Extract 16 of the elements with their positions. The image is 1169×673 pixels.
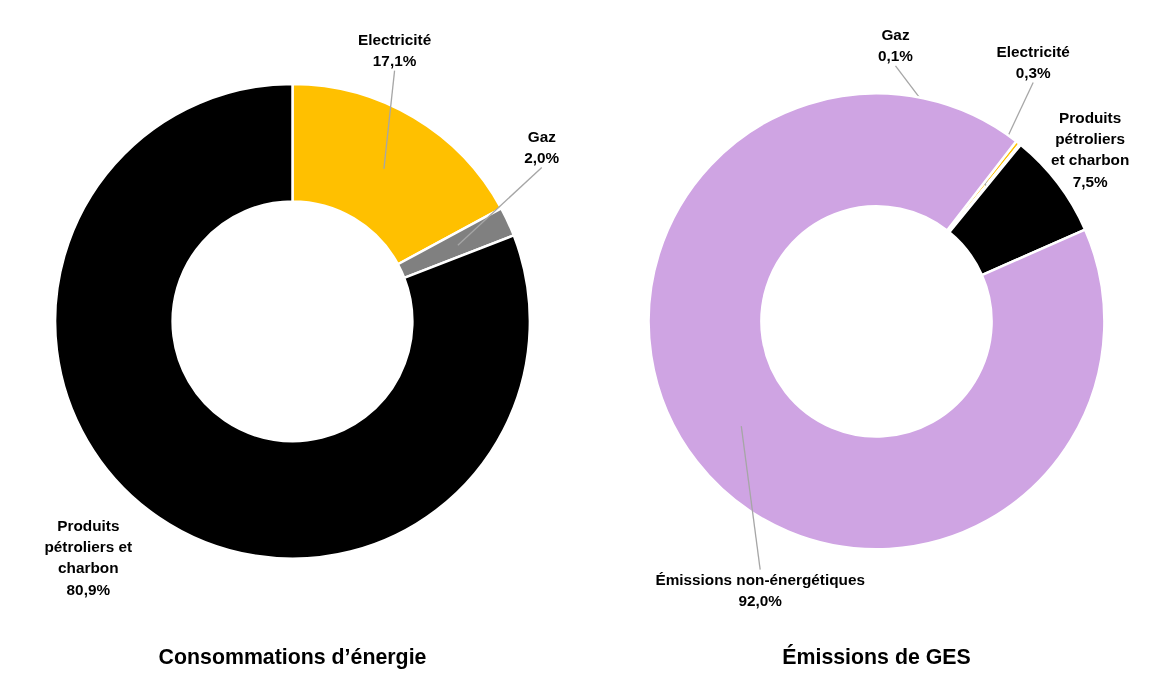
data-label: 0,1% [878,47,914,65]
text: Consommations d’énergie [158,644,427,669]
slice-label: Electricité [996,42,1070,60]
data-label: 92,0% [738,592,783,610]
text: Émissions de GES [782,643,971,669]
slice-label: Produits pétroliers et charbon [1050,108,1130,169]
data-label: 2,0% [524,148,560,166]
data-label: 7,5% [1072,172,1108,190]
slice-label: Gaz [527,127,557,145]
slice-label: Electricité [357,30,432,48]
slice-label: Produits pétroliers et charbon [44,516,133,577]
data-label: 0,3% [1015,63,1052,81]
data-label: 17,1% [372,52,417,70]
slice-label: Émissions non-énergétiques [655,571,865,589]
data-label: 80,9% [66,580,111,598]
slice-label: Gaz [881,26,910,44]
